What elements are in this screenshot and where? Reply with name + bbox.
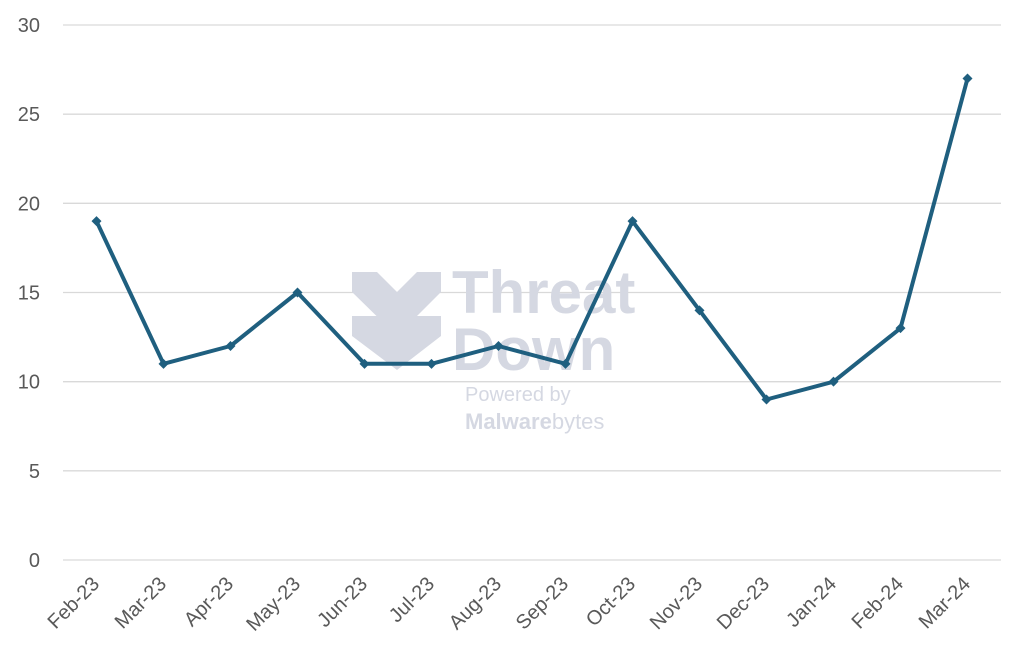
data-point xyxy=(292,287,303,298)
watermark-powered-by: Powered by xyxy=(465,384,571,406)
gridlines xyxy=(63,24,1001,561)
x-tick-label: Jul-23 xyxy=(385,573,439,627)
watermark-brand: Malwarebytes xyxy=(465,409,604,434)
x-tick-label: Aug-23 xyxy=(445,573,506,634)
data-point xyxy=(359,358,370,369)
watermark-line2: Down xyxy=(452,316,615,383)
data-point xyxy=(158,358,169,369)
data-point xyxy=(91,216,102,227)
x-tick-label: Jan-24 xyxy=(782,573,841,632)
data-point xyxy=(493,341,504,351)
x-tick-label: Apr-23 xyxy=(180,573,238,631)
x-tick-label: Feb-23 xyxy=(44,573,104,633)
y-tick-label: 15 xyxy=(18,283,40,305)
watermark-brand-bold: Malware xyxy=(465,409,552,434)
threatdown-watermark: Threat Down Powered by Malwarebytes xyxy=(352,259,635,434)
x-tick-label: Nov-23 xyxy=(646,573,707,634)
threatdown-logo-icon xyxy=(352,272,441,370)
y-tick-label: 20 xyxy=(18,193,40,215)
data-point xyxy=(761,394,772,405)
x-tick-label: Sep-23 xyxy=(512,573,573,634)
y-tick-label: 0 xyxy=(29,550,40,572)
y-tick-label: 25 xyxy=(18,104,40,126)
series-markers xyxy=(91,73,973,405)
x-tick-label: Dec-23 xyxy=(713,573,774,634)
y-axis-ticks: 0 5 10 15 20 25 30 xyxy=(18,15,40,572)
data-point xyxy=(694,305,705,316)
x-tick-label: Feb-24 xyxy=(848,573,908,633)
y-tick-label: 10 xyxy=(18,372,40,394)
watermark-line1: Threat xyxy=(452,259,635,326)
x-tick-label: May-23 xyxy=(242,573,305,636)
data-point xyxy=(627,216,638,227)
y-tick-label: 30 xyxy=(18,15,40,37)
data-point xyxy=(962,73,973,84)
data-point xyxy=(828,376,839,387)
data-point xyxy=(560,358,571,369)
data-point xyxy=(426,358,437,369)
x-tick-label: Oct-23 xyxy=(582,573,640,631)
x-tick-label: Mar-23 xyxy=(111,573,171,633)
data-point xyxy=(225,341,236,351)
x-tick-label: Jun-23 xyxy=(313,573,372,632)
x-axis-ticks: Feb-23 Mar-23 Apr-23 May-23 Jun-23 Jul-23 Aug-… xyxy=(44,573,975,636)
y-tick-label: 5 xyxy=(29,461,40,483)
data-point xyxy=(895,323,906,334)
x-tick-label: Mar-24 xyxy=(915,573,975,633)
watermark-brand-rest: bytes xyxy=(552,409,605,434)
series-line xyxy=(94,76,970,402)
